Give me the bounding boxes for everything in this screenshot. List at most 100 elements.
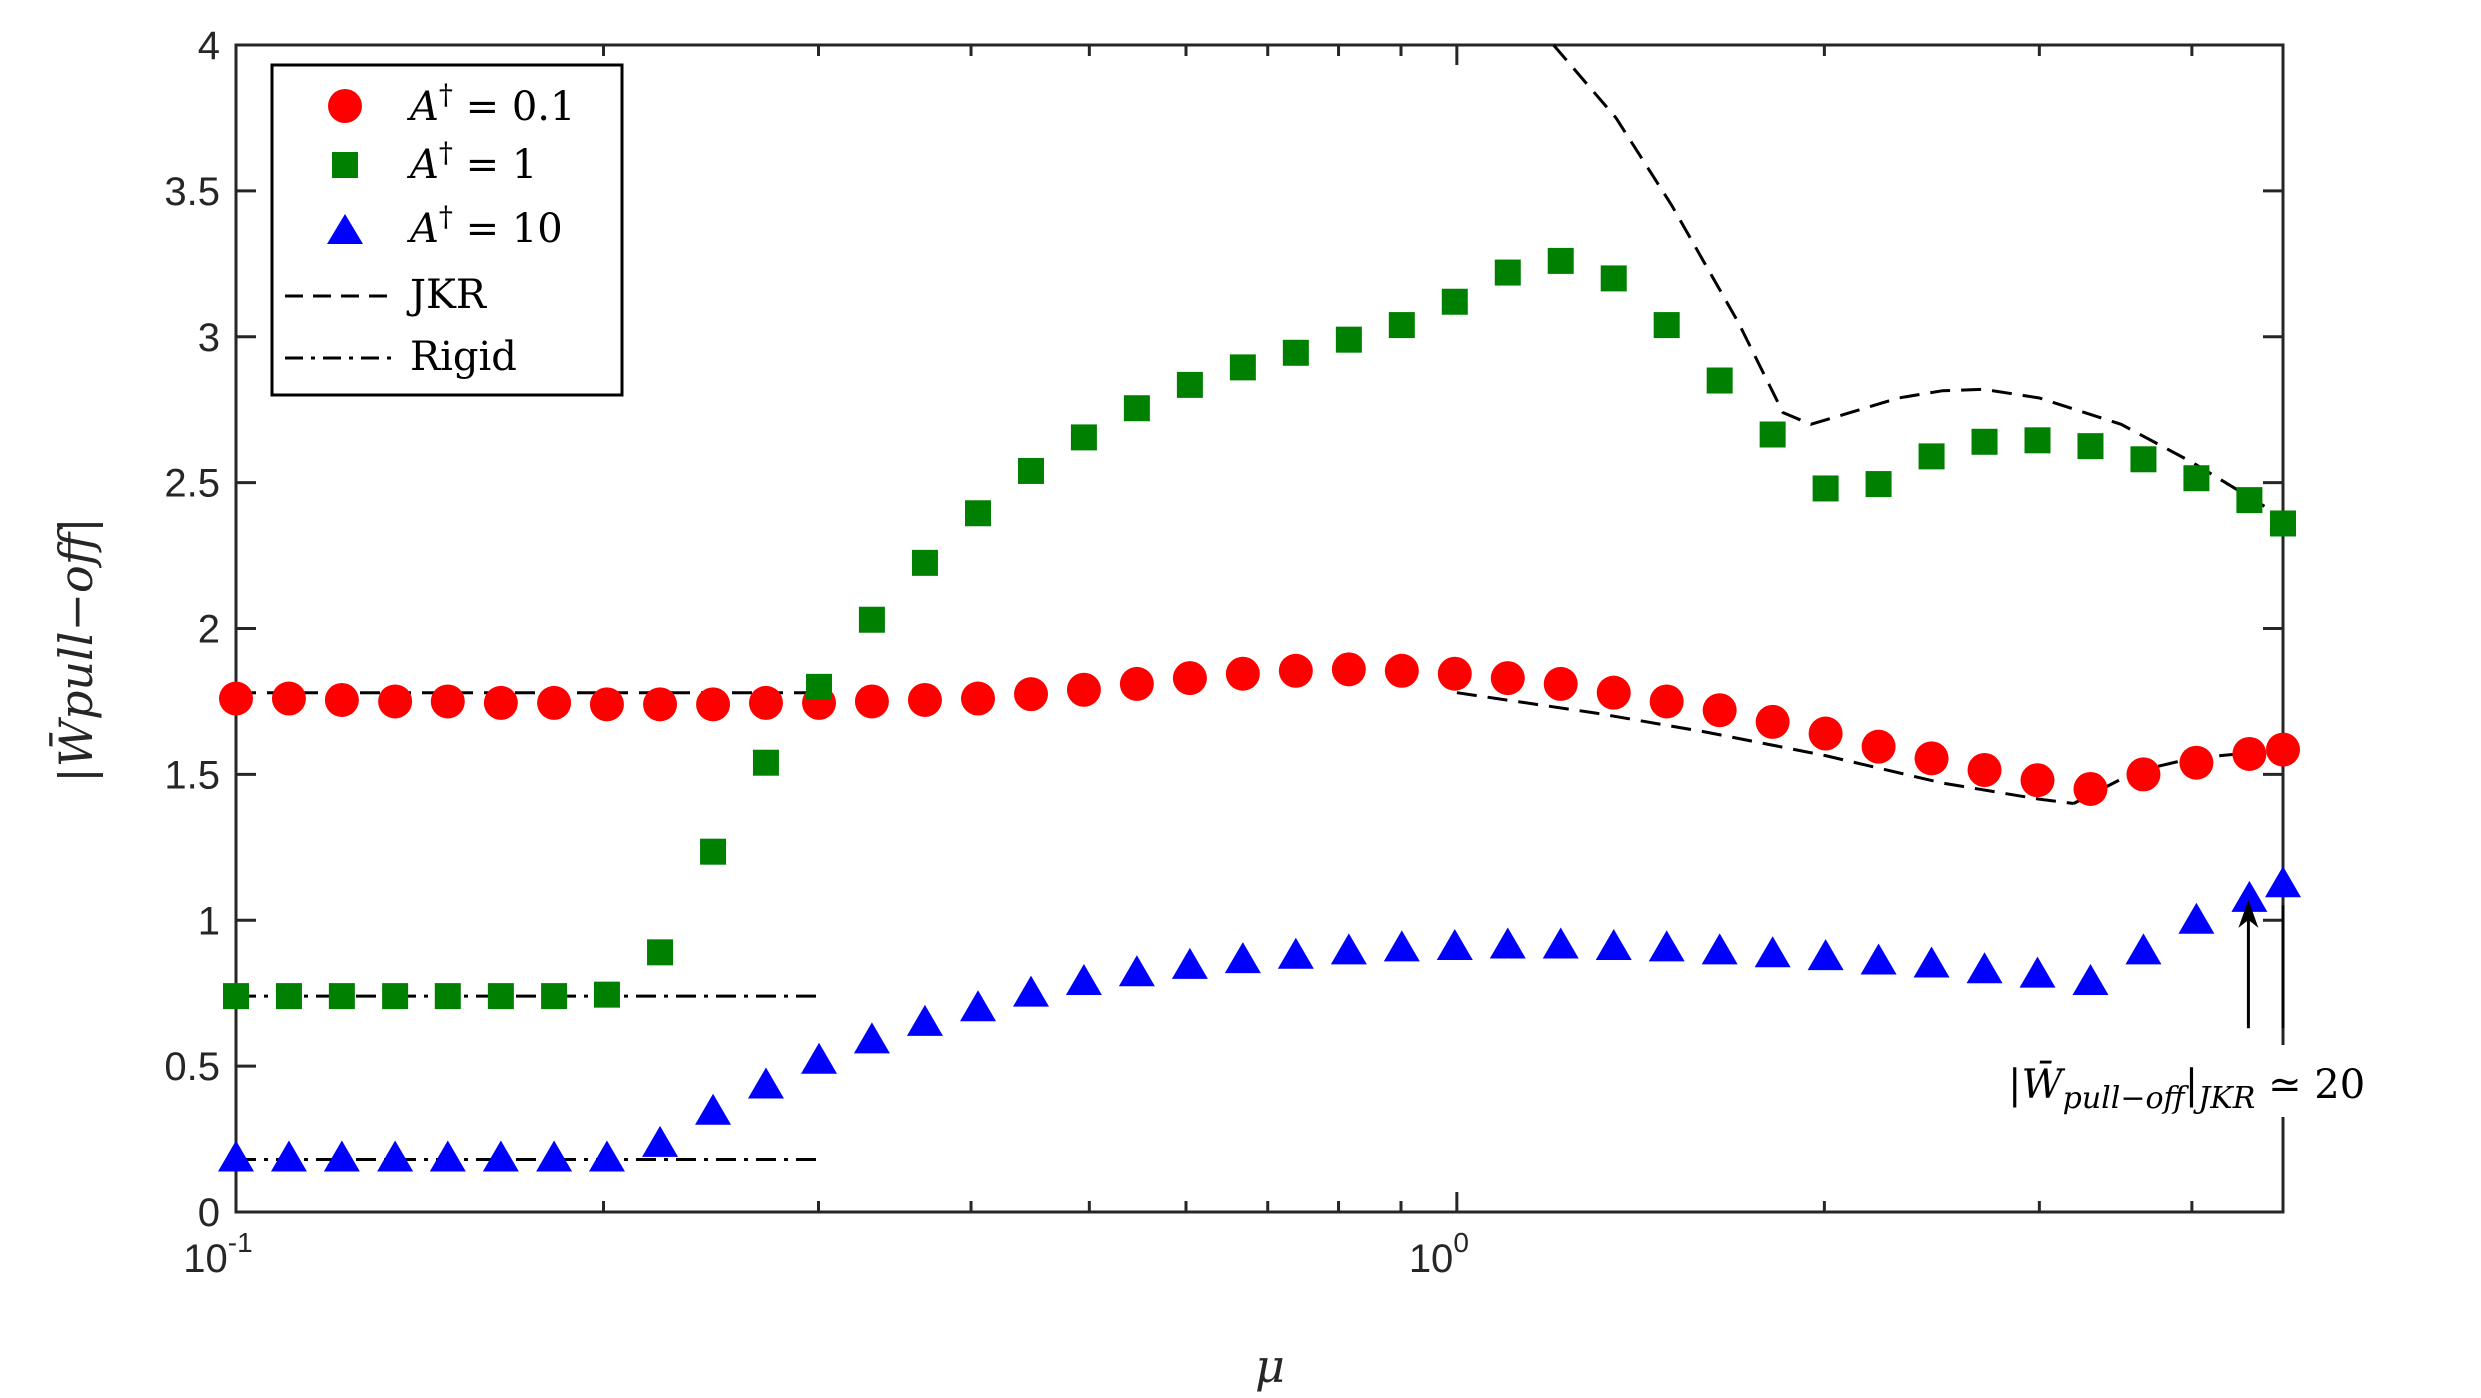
point-a10 — [1807, 939, 1844, 971]
point-a01 — [1596, 675, 1631, 710]
point-a10 — [536, 1140, 573, 1172]
point-a10 — [695, 1093, 732, 1125]
point-a1 — [434, 983, 461, 1010]
point-a01 — [1649, 684, 1684, 719]
point-a1 — [2130, 446, 2157, 473]
point-a10 — [2231, 880, 2268, 912]
point-a01 — [1172, 661, 1207, 696]
point-a1 — [2270, 510, 2296, 537]
point-a1 — [275, 983, 302, 1010]
point-a01 — [1278, 653, 1313, 688]
point-a01 — [2232, 736, 2267, 771]
point-a01 — [643, 687, 678, 722]
point-a01 — [907, 682, 942, 717]
point-a1 — [1123, 395, 1150, 422]
point-a10 — [1754, 936, 1791, 968]
y-tick-label: 2.5 — [164, 462, 220, 506]
point-a01 — [748, 685, 783, 720]
point-a10 — [960, 990, 997, 1022]
legend-label-1: A† = 1 — [406, 136, 537, 188]
point-a10 — [2265, 866, 2301, 898]
y-tick-label: 4 — [198, 24, 220, 68]
point-a1 — [1229, 354, 1256, 381]
point-a10 — [1966, 952, 2003, 984]
point-a1 — [1335, 326, 1362, 353]
legend-label-3: JKR — [406, 272, 488, 318]
point-a10 — [1171, 947, 1208, 979]
point-a1 — [1282, 339, 1309, 366]
point-a01 — [1225, 656, 1260, 691]
point-a01 — [2179, 745, 2214, 780]
point-a1 — [1865, 471, 1892, 498]
legend-label-0: A† = 0.1 — [406, 78, 575, 130]
point-a1 — [593, 981, 620, 1008]
y-tick-label: 1 — [198, 899, 220, 943]
x-tick-label: 10-1 — [183, 1227, 252, 1281]
point-a1 — [1176, 371, 1203, 398]
point-a1 — [647, 939, 674, 966]
point-a1 — [2236, 487, 2263, 514]
point-a01 — [1543, 666, 1578, 701]
point-a10 — [1224, 942, 1261, 974]
point-a1 — [1600, 265, 1627, 292]
point-a10 — [323, 1140, 360, 1172]
y-axis-title: |W̄pull−off| — [48, 517, 103, 783]
point-a10 — [1012, 975, 1049, 1007]
point-a01 — [219, 681, 253, 716]
point-a1 — [2024, 427, 2051, 454]
legend-marker-circle — [328, 89, 362, 123]
point-a01 — [589, 687, 624, 722]
data-markers — [218, 247, 2301, 1172]
point-a1 — [541, 983, 568, 1010]
point-a01 — [1437, 656, 1472, 691]
point-a10 — [1648, 930, 1685, 962]
point-a10 — [1860, 943, 1897, 975]
point-a10 — [218, 1140, 254, 1172]
point-a01 — [1013, 677, 1048, 712]
point-a01 — [1808, 716, 1843, 751]
point-a1 — [1547, 247, 1574, 274]
point-a10 — [1383, 930, 1420, 962]
point-a10 — [906, 1004, 943, 1036]
point-a01 — [1914, 741, 1949, 776]
point-a10 — [1542, 927, 1579, 959]
point-a1 — [858, 606, 885, 633]
legend-marker-triangle — [327, 214, 363, 244]
annotation-label: |W̄pull−off|JKR ≃ 20 — [2000, 1045, 2468, 1117]
point-a1 — [328, 983, 355, 1010]
point-a10 — [642, 1125, 679, 1157]
x-tick-label: 100 — [1409, 1227, 1469, 1281]
point-a01 — [2126, 757, 2161, 792]
point-a10 — [429, 1140, 466, 1172]
point-a1 — [2077, 433, 2104, 460]
y-tick-label: 3.5 — [164, 170, 220, 214]
point-a1 — [1017, 457, 1044, 484]
point-a1 — [1918, 443, 1945, 470]
point-a1 — [2183, 465, 2210, 492]
point-a10 — [1436, 928, 1473, 960]
point-a10 — [588, 1140, 625, 1172]
point-a10 — [801, 1042, 838, 1074]
point-a1 — [382, 983, 409, 1010]
point-a01 — [1702, 693, 1737, 728]
point-a01 — [696, 687, 731, 722]
annotation-arrowhead — [2238, 899, 2259, 928]
point-a10 — [2019, 956, 2056, 988]
y-tick-label: 0 — [198, 1191, 220, 1235]
point-a01 — [2073, 771, 2108, 806]
point-a01 — [2020, 763, 2055, 798]
axis-ticks: 0 0.5 1 1.5 2 2.5 3 3.5 4 10-1 100 — [164, 24, 2283, 1281]
legend: A† = 0.1 A† = 1 A† = 10 JKR Rigid — [270, 63, 624, 397]
jkr-line — [1552, 44, 2284, 519]
point-a1 — [1971, 428, 1998, 455]
point-a01 — [1755, 704, 1790, 739]
point-a1 — [1653, 312, 1680, 339]
point-a10 — [1277, 937, 1314, 969]
legend-label-4: Rigid — [410, 334, 517, 380]
point-a1 — [1441, 288, 1468, 315]
point-a01 — [854, 684, 889, 719]
point-a1 — [1812, 475, 1839, 502]
legend-label-2: A† = 10 — [406, 200, 563, 252]
point-a01 — [1331, 652, 1366, 687]
point-a01 — [1066, 672, 1101, 707]
